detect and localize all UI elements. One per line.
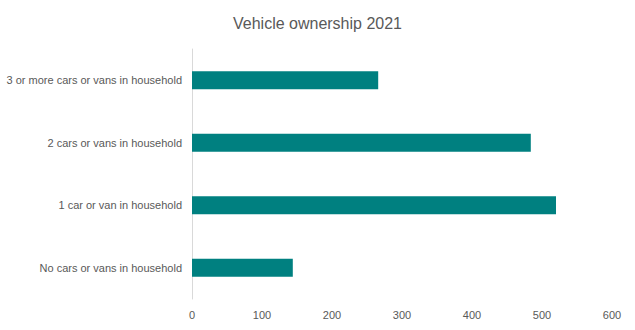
- svg-text:500: 500: [533, 309, 551, 321]
- svg-text:3 or more cars or vans in hous: 3 or more cars or vans in household: [7, 74, 182, 86]
- svg-text:0: 0: [189, 309, 195, 321]
- svg-text:No cars or vans in household: No cars or vans in household: [40, 262, 182, 274]
- svg-text:100: 100: [253, 309, 271, 321]
- svg-text:300: 300: [393, 309, 411, 321]
- svg-text:Vehicle ownership 2021: Vehicle ownership 2021: [233, 15, 402, 32]
- svg-text:1 car or van in household: 1 car or van in household: [58, 199, 182, 211]
- svg-text:2 cars or vans in household: 2 cars or vans in household: [47, 137, 182, 149]
- svg-text:400: 400: [463, 309, 481, 321]
- svg-text:600: 600: [603, 309, 621, 321]
- svg-text:200: 200: [323, 309, 341, 321]
